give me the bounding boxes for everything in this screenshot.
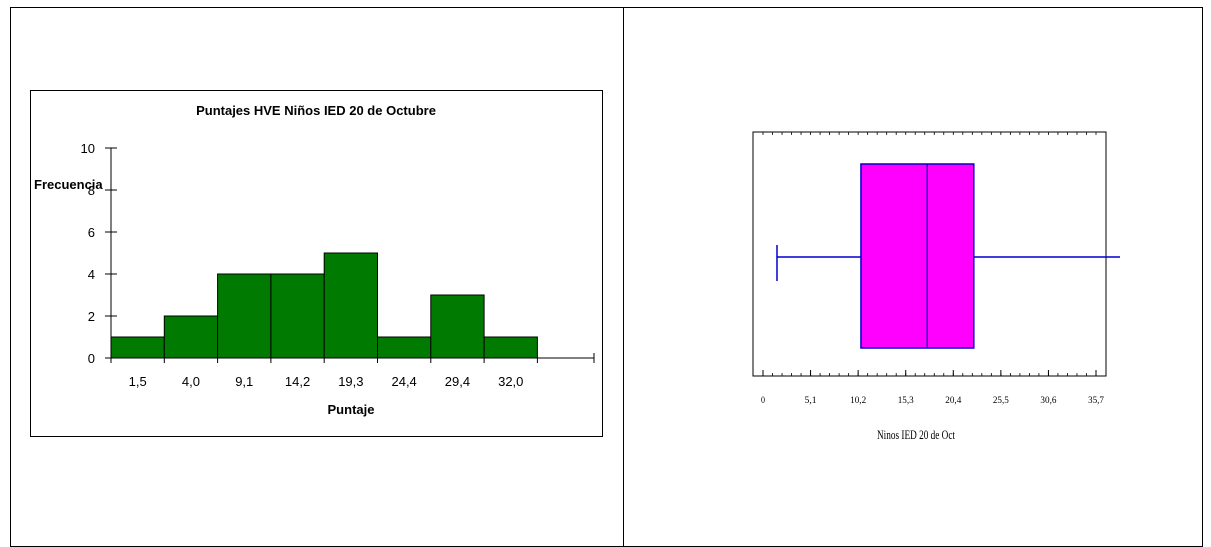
histogram-y-tick-label: 6 [88, 225, 95, 240]
boxplot-x-tick-label: 25,5 [993, 395, 1010, 405]
histogram-x-axis-label: Puntaje [328, 402, 375, 417]
histogram-y-tick-label: 4 [88, 267, 95, 282]
histogram-bar [323, 252, 379, 359]
histogram-chart-frame: Puntajes HVE Niños IED 20 de Octubre Fre… [30, 90, 603, 437]
histogram-bar [217, 273, 272, 359]
boxplot-x-tick-label: 5,1 [805, 395, 817, 405]
boxplot-x-tick-label: 35,7 [1088, 395, 1105, 405]
histogram-bar [110, 336, 165, 359]
page-layout-table: Puntajes HVE Niños IED 20 de Octubre Fre… [10, 7, 1203, 547]
boxplot-x-tick-label: 0 [761, 395, 765, 405]
histogram-y-axis-label: Frecuencia [34, 177, 103, 192]
boxplot-x-axis-label: Ninos IED 20 de Oct [877, 427, 955, 442]
histogram-x-tick-label: 14,2 [285, 374, 310, 389]
histogram-bar [270, 273, 325, 359]
histogram-y-tick-label: 0 [88, 351, 95, 366]
histogram-x-tick-label: 32,0 [498, 374, 523, 389]
histogram-bar [163, 315, 219, 359]
histogram-bar [377, 336, 432, 359]
histogram-x-tick-label: 9,1 [235, 374, 253, 389]
histogram-y-tick-label: 10 [81, 141, 95, 156]
histogram-x-tick-label: 24,4 [391, 374, 416, 389]
boxplot-chart: 0 5,1 10,2 15,3 20,4 25,5 30,6 35,7 Ninos IED 2… [752, 131, 1120, 442]
histogram-bar [430, 294, 485, 359]
histogram-title: Puntajes HVE Niños IED 20 de Octubre [196, 103, 436, 118]
histogram-x-tick-label: 19,3 [338, 374, 363, 389]
histogram-x-tick-label: 4,0 [182, 374, 200, 389]
boxplot-box [860, 163, 975, 349]
boxplot-x-tick-label: 15,3 [898, 395, 915, 405]
histogram-bar [483, 336, 538, 359]
histogram-x-tick-label: 29,4 [445, 374, 470, 389]
boxplot-x-tick-label: 10,2 [850, 395, 866, 405]
histogram-chart: Puntajes HVE Niños IED 20 de Octubre Fre… [34, 103, 595, 417]
histogram-y-tick-label: 8 [88, 183, 95, 198]
histogram-x-tick-label: 1,5 [129, 374, 147, 389]
boxplot-x-tick-label: 30,6 [1040, 395, 1057, 405]
boxplot-frame [752, 131, 1107, 377]
table-column-divider [623, 7, 624, 547]
boxplot-x-tick-label: 20,4 [945, 395, 962, 405]
histogram-y-tick-label: 2 [88, 309, 95, 324]
